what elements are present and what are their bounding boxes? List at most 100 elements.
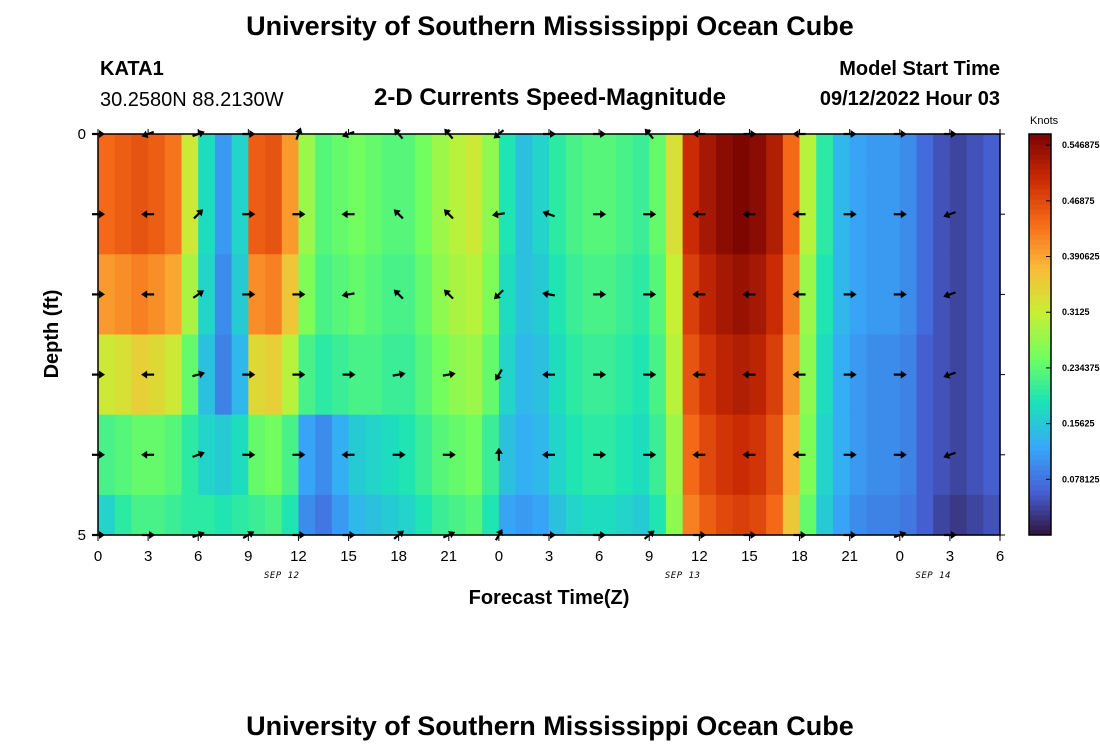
heatmap-cell bbox=[699, 134, 717, 175]
heatmap-cell bbox=[665, 254, 684, 336]
current-vector bbox=[141, 290, 155, 299]
heatmap-cell bbox=[949, 254, 968, 336]
colorbar-segment bbox=[1029, 169, 1051, 175]
current-vector-head bbox=[600, 370, 607, 379]
colorbar-segment bbox=[1029, 384, 1051, 391]
current-vector bbox=[341, 450, 355, 459]
heatmap-cell bbox=[448, 174, 467, 255]
current-vector bbox=[792, 370, 806, 379]
colorbar-segment bbox=[1029, 224, 1051, 230]
heatmap-cell bbox=[181, 254, 199, 336]
current-vector bbox=[943, 210, 956, 219]
heatmap-cell bbox=[949, 414, 968, 496]
current-vector-head bbox=[141, 370, 148, 379]
heatmap-cell bbox=[883, 134, 901, 175]
heatmap-cell bbox=[799, 334, 817, 416]
heatmap-cell bbox=[164, 254, 183, 336]
colorbar-segment bbox=[1029, 509, 1051, 516]
current-vector bbox=[493, 289, 504, 300]
heatmap-cell bbox=[549, 414, 567, 496]
x-tick-label: 12 bbox=[290, 548, 307, 565]
y-tick-label: 5 bbox=[78, 527, 86, 544]
current-vector-head bbox=[542, 450, 548, 459]
colorbar-segment bbox=[1029, 379, 1051, 386]
footer-title: University of Southern Mississippi Ocean… bbox=[246, 711, 854, 741]
current-vector bbox=[893, 370, 907, 379]
current-vector-head bbox=[393, 209, 401, 217]
current-vector bbox=[393, 209, 404, 220]
heatmap-cell bbox=[448, 494, 467, 536]
colorbar-segment bbox=[1029, 249, 1051, 255]
current-vector bbox=[742, 210, 756, 219]
heatmap-cell bbox=[281, 254, 300, 336]
current-vector bbox=[193, 209, 204, 220]
current-vector bbox=[393, 289, 404, 300]
colorbar-segment bbox=[1029, 214, 1051, 220]
heatmap-cell bbox=[682, 414, 700, 496]
current-vector bbox=[341, 290, 355, 299]
current-vector-head bbox=[443, 209, 451, 217]
heatmap-cell bbox=[148, 134, 166, 175]
date-label: SEP 14 bbox=[915, 571, 951, 581]
heatmap-cell bbox=[615, 334, 634, 416]
heatmap-cell bbox=[799, 414, 817, 496]
heatmap-cell bbox=[599, 494, 617, 536]
colorbar-segment bbox=[1029, 134, 1051, 140]
heatmap-cell bbox=[365, 414, 383, 496]
heatmap-cell bbox=[248, 494, 266, 536]
current-vector-head bbox=[600, 290, 607, 299]
heatmap-cell bbox=[198, 134, 216, 175]
heatmap-cell bbox=[549, 134, 567, 175]
colorbar-segment bbox=[1029, 204, 1051, 210]
colorbar-segment bbox=[1029, 494, 1051, 501]
current-vector-head bbox=[341, 210, 348, 219]
heatmap-cell bbox=[749, 174, 767, 255]
current-vector-head bbox=[249, 450, 256, 459]
current-vector bbox=[442, 450, 456, 459]
current-vector bbox=[792, 450, 806, 459]
colorbar-segment bbox=[1029, 424, 1051, 431]
heatmap-cell bbox=[933, 134, 951, 175]
current-vector bbox=[593, 290, 607, 299]
current-vector-head bbox=[399, 450, 406, 459]
heatmap-cell bbox=[899, 134, 918, 175]
heatmap-cell bbox=[816, 254, 834, 336]
heatmap-cell bbox=[214, 414, 233, 496]
heatmap-cell bbox=[749, 414, 767, 496]
heatmap-cell bbox=[699, 494, 717, 536]
current-vector bbox=[242, 290, 256, 299]
heatmap-cell bbox=[131, 494, 149, 536]
heatmap-cell bbox=[198, 414, 216, 496]
heatmap-cell bbox=[131, 254, 149, 336]
heatmap-cell bbox=[331, 174, 350, 255]
current-vector-head bbox=[249, 370, 256, 379]
heatmap-cell bbox=[114, 174, 133, 255]
heatmap-cell bbox=[782, 334, 801, 416]
current-vector-head bbox=[99, 450, 105, 459]
current-vector bbox=[542, 450, 555, 459]
current-vector-head bbox=[196, 209, 204, 217]
colorbar-segment bbox=[1029, 514, 1051, 521]
heatmap-cell bbox=[265, 414, 283, 496]
heatmap-cell bbox=[148, 334, 166, 416]
current-vector bbox=[292, 290, 306, 299]
heatmap-cell bbox=[632, 494, 650, 536]
colorbar-frame bbox=[1028, 133, 1052, 536]
colorbar-segment bbox=[1029, 209, 1051, 215]
current-vector bbox=[692, 210, 706, 219]
current-vector-head bbox=[198, 370, 205, 379]
colorbar-segment bbox=[1029, 234, 1051, 240]
heatmap-cell bbox=[682, 334, 700, 416]
heatmap-cell bbox=[248, 254, 266, 336]
heatmap-cell bbox=[632, 174, 650, 255]
colorbar-tick-label: 0.390625 bbox=[1062, 252, 1100, 262]
current-vector-head bbox=[443, 289, 451, 297]
current-vector bbox=[643, 210, 657, 219]
heatmap-cell bbox=[699, 334, 717, 416]
heatmap-cell bbox=[816, 494, 834, 536]
heatmap-cell bbox=[866, 494, 884, 536]
x-tick-label: 0 bbox=[94, 548, 102, 565]
heatmap-cell bbox=[298, 254, 316, 336]
colorbar-segment bbox=[1029, 264, 1051, 270]
current-vector-head bbox=[341, 450, 348, 459]
